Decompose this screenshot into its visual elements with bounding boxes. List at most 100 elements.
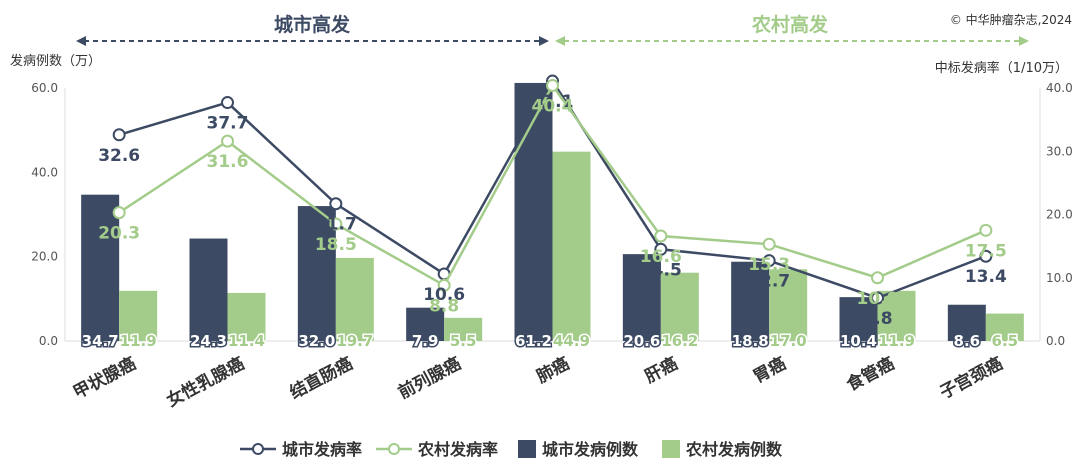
legend-urban-rate-marker [252,443,264,455]
rural-rate-point [979,223,993,237]
left-tick-label: 60.0 [31,81,58,95]
category-label: 甲状腺癌 [70,353,140,403]
rural-cases-label: 19.7 [336,332,373,350]
urban-rate-label: 37.7 [207,114,249,134]
bar-rural-cases [660,272,699,341]
rural-rate-label: 8.8 [429,296,459,316]
category-label: 结直肠癌 [286,353,356,403]
urban-rate-point [221,96,234,110]
rural-rate-label: 31.6 [207,152,249,172]
category-label: 子宫颈癌 [936,353,1006,403]
legend-urban-cases-label: 城市发病例数 [542,440,639,459]
rural-rate-point [112,206,126,220]
rural-rate-point [871,271,884,285]
left-axis-ticks: 0.0 20.0 40.0 60.0 [31,81,58,348]
rural-rate-label: 40.4 [532,96,574,116]
left-axis-title: 发病例数（万） [10,53,101,69]
rural-arrow-right-icon [1019,36,1029,46]
category-label: 肝癌 [641,353,681,388]
urban-rate-point [979,249,993,263]
urban-rate-label: 6.8 [862,309,892,329]
rural-rate-point [437,278,451,292]
category-labels: 甲状腺癌 女性乳腺癌 结直肠癌 前列腺癌 肺癌 肝癌 胃癌 食管癌 子宫颈癌 [70,353,1007,411]
rural-cases-label: 11.9 [120,332,157,350]
bar-rural-cases [985,313,1024,341]
urban-rate-label: 32.6 [98,146,140,166]
left-tick-label: 20.0 [31,250,58,264]
bar-urban-cases [731,261,770,341]
legend-item-rural-cases: 农村发病例数 [662,440,783,459]
right-tick-label: 30.0 [1046,144,1073,158]
bar-rural-cases [552,151,591,341]
bar-rural-cases [227,292,266,341]
rural-cases-label: 44.9 [553,332,590,350]
urban-cases-label: 61.2 [515,332,552,350]
urban-rate-label: 21.7 [315,215,357,235]
rate-lines: 32.6 37.7 21.7 10.6 41.1 14.5 12.7 6.8 13.4 20.3 3… [98,74,1007,329]
urban-cases-label: 20.6 [623,332,660,350]
bar-rural-cases [444,317,483,341]
rural-rate-point [762,237,776,251]
rural-cases-label: 5.5 [450,332,477,350]
legend-urban-cases-swatch [518,440,536,458]
rural-cases-label: 17.0 [770,332,807,350]
urban-cases-label: 7.9 [412,332,439,350]
bar-rural-cases [335,257,374,341]
rural-rate-label: 17.5 [965,241,1007,261]
legend: 城市发病率 农村发病率 城市发病例数 农村发病例数 [240,440,783,459]
copyright-text: © 中华肿瘤杂志,2024 [950,12,1072,27]
right-tick-label: 40.0 [1046,81,1073,95]
bar-urban-cases [947,304,986,341]
right-tick-label: 20.0 [1046,208,1073,222]
urban-rate-point [329,197,343,211]
category-label: 女性乳腺癌 [163,353,248,411]
bar-rural-cases [119,290,158,341]
right-tick-label: 0.0 [1046,334,1065,348]
urban-rate-label: 14.5 [640,260,682,280]
rural-rate-point [221,134,234,148]
bar-urban-cases [81,194,120,341]
urban-arrow-left-icon [76,36,86,46]
category-label: 胃癌 [750,353,790,388]
legend-rural-rate-marker [388,443,400,455]
rural-rate-label: 10.0 [857,289,899,309]
legend-item-urban-cases: 城市发病例数 [518,440,639,459]
bar-urban-cases [839,297,878,341]
legend-rural-rate-label: 农村发病率 [417,440,498,459]
rural-high-label: 农村高发 [751,13,829,36]
urban-cases-label: 34.7 [82,332,119,350]
urban-rate-label: 10.6 [423,285,465,305]
header-urban: 城市高发 [76,13,549,46]
rural-rate-label: 16.6 [640,247,682,267]
legend-urban-rate-label: 城市发病率 [282,440,362,459]
header-rural: 农村高发 [555,13,1029,46]
legend-item-rural-rate: 农村发病率 [376,440,498,459]
urban-cases-label: 10.4 [840,332,877,350]
left-tick-label: 0.0 [39,334,58,348]
rural-rate-point [654,229,668,243]
rural-cases-label: 11.4 [228,332,265,350]
urban-cases-label: 32.0 [298,332,335,350]
rural-arrow-left-icon [555,36,565,46]
category-label: 食管癌 [843,353,898,395]
bar-urban-cases [622,254,661,341]
rural-rate-label: 20.3 [98,224,140,244]
bar-rural-cases [769,269,808,341]
bar-value-labels: 34.7 11.9 24.3 11.4 32.0 19.7 7.9 5.5 61.2 44.9 20… [80,331,1019,352]
right-tick-label: 10.0 [1046,271,1073,285]
urban-rate-label: 12.7 [748,272,790,292]
rural-cases-label: 6.5 [992,332,1019,350]
urban-arrow-right-icon [539,36,549,46]
legend-rural-cases-label: 农村发病例数 [685,440,783,459]
urban-rate-point [871,291,884,305]
rural-cases-label: 16.2 [661,332,698,350]
bar-urban-cases [406,307,445,341]
right-axis-ticks: 0.0 10.0 20.0 30.0 40.0 [1046,81,1073,348]
bar-urban-cases [297,206,336,341]
category-label: 前列腺癌 [395,353,465,403]
urban-rate-label: 41.1 [532,92,574,112]
urban-rate-point [762,254,776,268]
right-axis-title: 中标发病率（1/10万） [935,60,1068,76]
category-label: 肺癌 [533,353,573,388]
